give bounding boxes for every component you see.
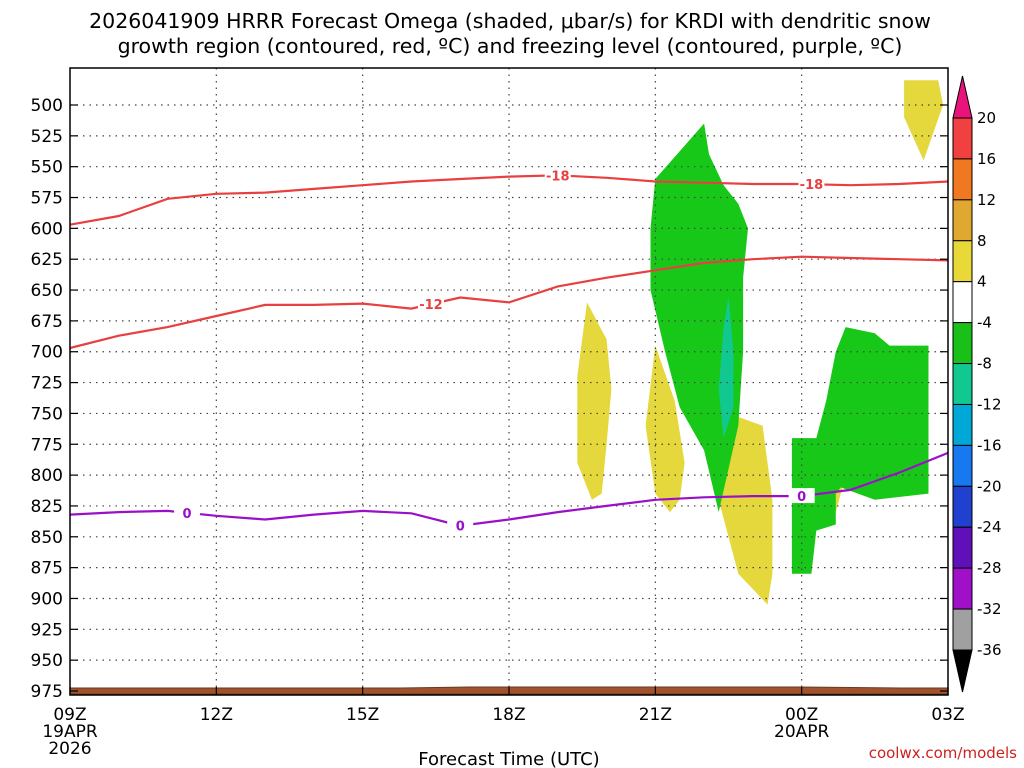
xtick-label-09Z: 09Z	[53, 705, 86, 725]
colorbar-label-7: -12	[977, 395, 1002, 413]
ytick-label-700: 700	[31, 343, 63, 363]
colorbar-label-11: -28	[977, 559, 1002, 577]
freezing-level-0-label-bg-0	[174, 504, 201, 520]
freezing-level-0-label-bg-1	[447, 517, 474, 533]
ytick-label-825: 825	[31, 497, 63, 517]
colorbar-label-9: -20	[977, 477, 1002, 495]
chart-title-line2: growth region (contoured, red, ºC) and f…	[118, 34, 903, 58]
colorbar-segment-6	[952, 322, 973, 365]
ytick-label-975: 975	[31, 682, 63, 702]
colorbar-segment-1	[952, 117, 973, 160]
xtick-date-09Z: 19APR	[42, 722, 98, 742]
dgz-minus12-line	[69, 255, 949, 350]
colorbar-label-0: 20	[977, 109, 996, 127]
omega-region-1	[577, 302, 612, 500]
dgz-minus18-label-0: -18	[546, 169, 570, 184]
colorbar-top-arrow	[952, 75, 973, 119]
colorbar-label-2: 12	[977, 191, 996, 209]
xtick-label-15Z: 15Z	[346, 705, 379, 725]
colorbar-segment-10	[952, 485, 973, 528]
xtick-label-00Z: 00Z	[785, 705, 818, 725]
freezing-level-0-label-2: 0	[797, 490, 806, 505]
colorbar-segment-8	[952, 403, 973, 446]
ytick-label-525: 525	[31, 127, 63, 147]
colorbar-legend: 20 16 12 8 4 -4 -8 -12 -16 -20 -24 -28 -32 -36	[952, 75, 1002, 693]
grid-lines	[70, 68, 948, 695]
colorbar-segment-3	[952, 199, 973, 242]
x-axis-label: Forecast Time (UTC)	[418, 749, 599, 768]
colorbar-segment-12	[952, 567, 973, 610]
dgz-minus12-label-bg-0	[417, 296, 444, 312]
ytick-label-750: 750	[31, 404, 63, 424]
chart-title-line1: 2026041909 HRRR Forecast Omega (shaded, …	[89, 9, 931, 33]
ytick-label-950: 950	[31, 651, 63, 671]
freezing-level-0-label-bg-2	[788, 488, 815, 504]
ytick-label-900: 900	[31, 589, 63, 609]
ytick-label-725: 725	[31, 374, 63, 394]
ytick-label-800: 800	[31, 466, 63, 486]
omega-region-5	[791, 327, 929, 574]
colorbar-segment-11	[952, 526, 973, 569]
ytick-label-550: 550	[31, 158, 63, 178]
freezing-level-0-label-1: 0	[456, 520, 465, 535]
ytick-label-625: 625	[31, 250, 63, 270]
colorbar-bottom-arrow	[952, 649, 973, 693]
colorbar-label-13: -36	[977, 641, 1002, 659]
dgz-minus18-label-bg-0	[544, 167, 571, 183]
ytick-label-675: 675	[31, 312, 63, 332]
ytick-label-650: 650	[31, 281, 63, 301]
colorbar-label-5: -4	[977, 314, 992, 332]
colorbar-label-12: -32	[977, 600, 1002, 618]
ytick-label-875: 875	[31, 559, 63, 579]
credit-text: coolwx.com/models	[869, 744, 1017, 762]
omega-shading	[577, 80, 944, 605]
colorbar-label-8: -16	[977, 436, 1002, 454]
xtick-label-18Z: 18Z	[492, 705, 525, 725]
xtick-label-03Z: 03Z	[931, 705, 964, 725]
ytick-label-500: 500	[31, 96, 63, 116]
dgz-minus12-label-0: -12	[419, 298, 443, 313]
ytick-label-575: 575	[31, 189, 63, 209]
dgz-minus18-label-bg-1	[798, 176, 825, 192]
colorbar-label-4: 4	[977, 273, 987, 291]
colorbar-segment-13	[952, 608, 973, 651]
xtick-label-21Z: 21Z	[639, 705, 672, 725]
colorbar-segment-4	[952, 240, 973, 283]
omega-region-0	[904, 80, 944, 161]
ytick-label-775: 775	[31, 435, 63, 455]
colorbar-label-6: -8	[977, 355, 992, 373]
ytick-label-600: 600	[31, 219, 63, 239]
dgz-minus18-label-1: -18	[800, 178, 824, 193]
freezing-level-0-label-0: 0	[183, 507, 192, 522]
omega-region-7	[718, 296, 734, 439]
ytick-label-850: 850	[31, 528, 63, 548]
colorbar-segment-9	[952, 444, 973, 487]
colorbar-label-3: 8	[977, 232, 987, 250]
colorbar-segment-2	[952, 158, 973, 201]
xtick-year-09Z: 2026	[48, 739, 91, 759]
colorbar-label-10: -24	[977, 518, 1002, 536]
colorbar-segment-7	[952, 363, 973, 405]
ytick-label-925: 925	[31, 620, 63, 640]
xtick-label-12Z: 12Z	[200, 705, 233, 725]
y-axis: 500 525 550 575 600 625 650 675 700 725 750 775 800 8…	[31, 96, 948, 702]
colorbar-segment-5	[952, 281, 973, 324]
colorbar-label-1: 16	[977, 150, 996, 168]
omega-region-3	[718, 413, 773, 605]
xtick-date-00Z: 20APR	[774, 722, 830, 742]
contour-lines: -18 -18 -12 0 0 0	[69, 167, 949, 535]
